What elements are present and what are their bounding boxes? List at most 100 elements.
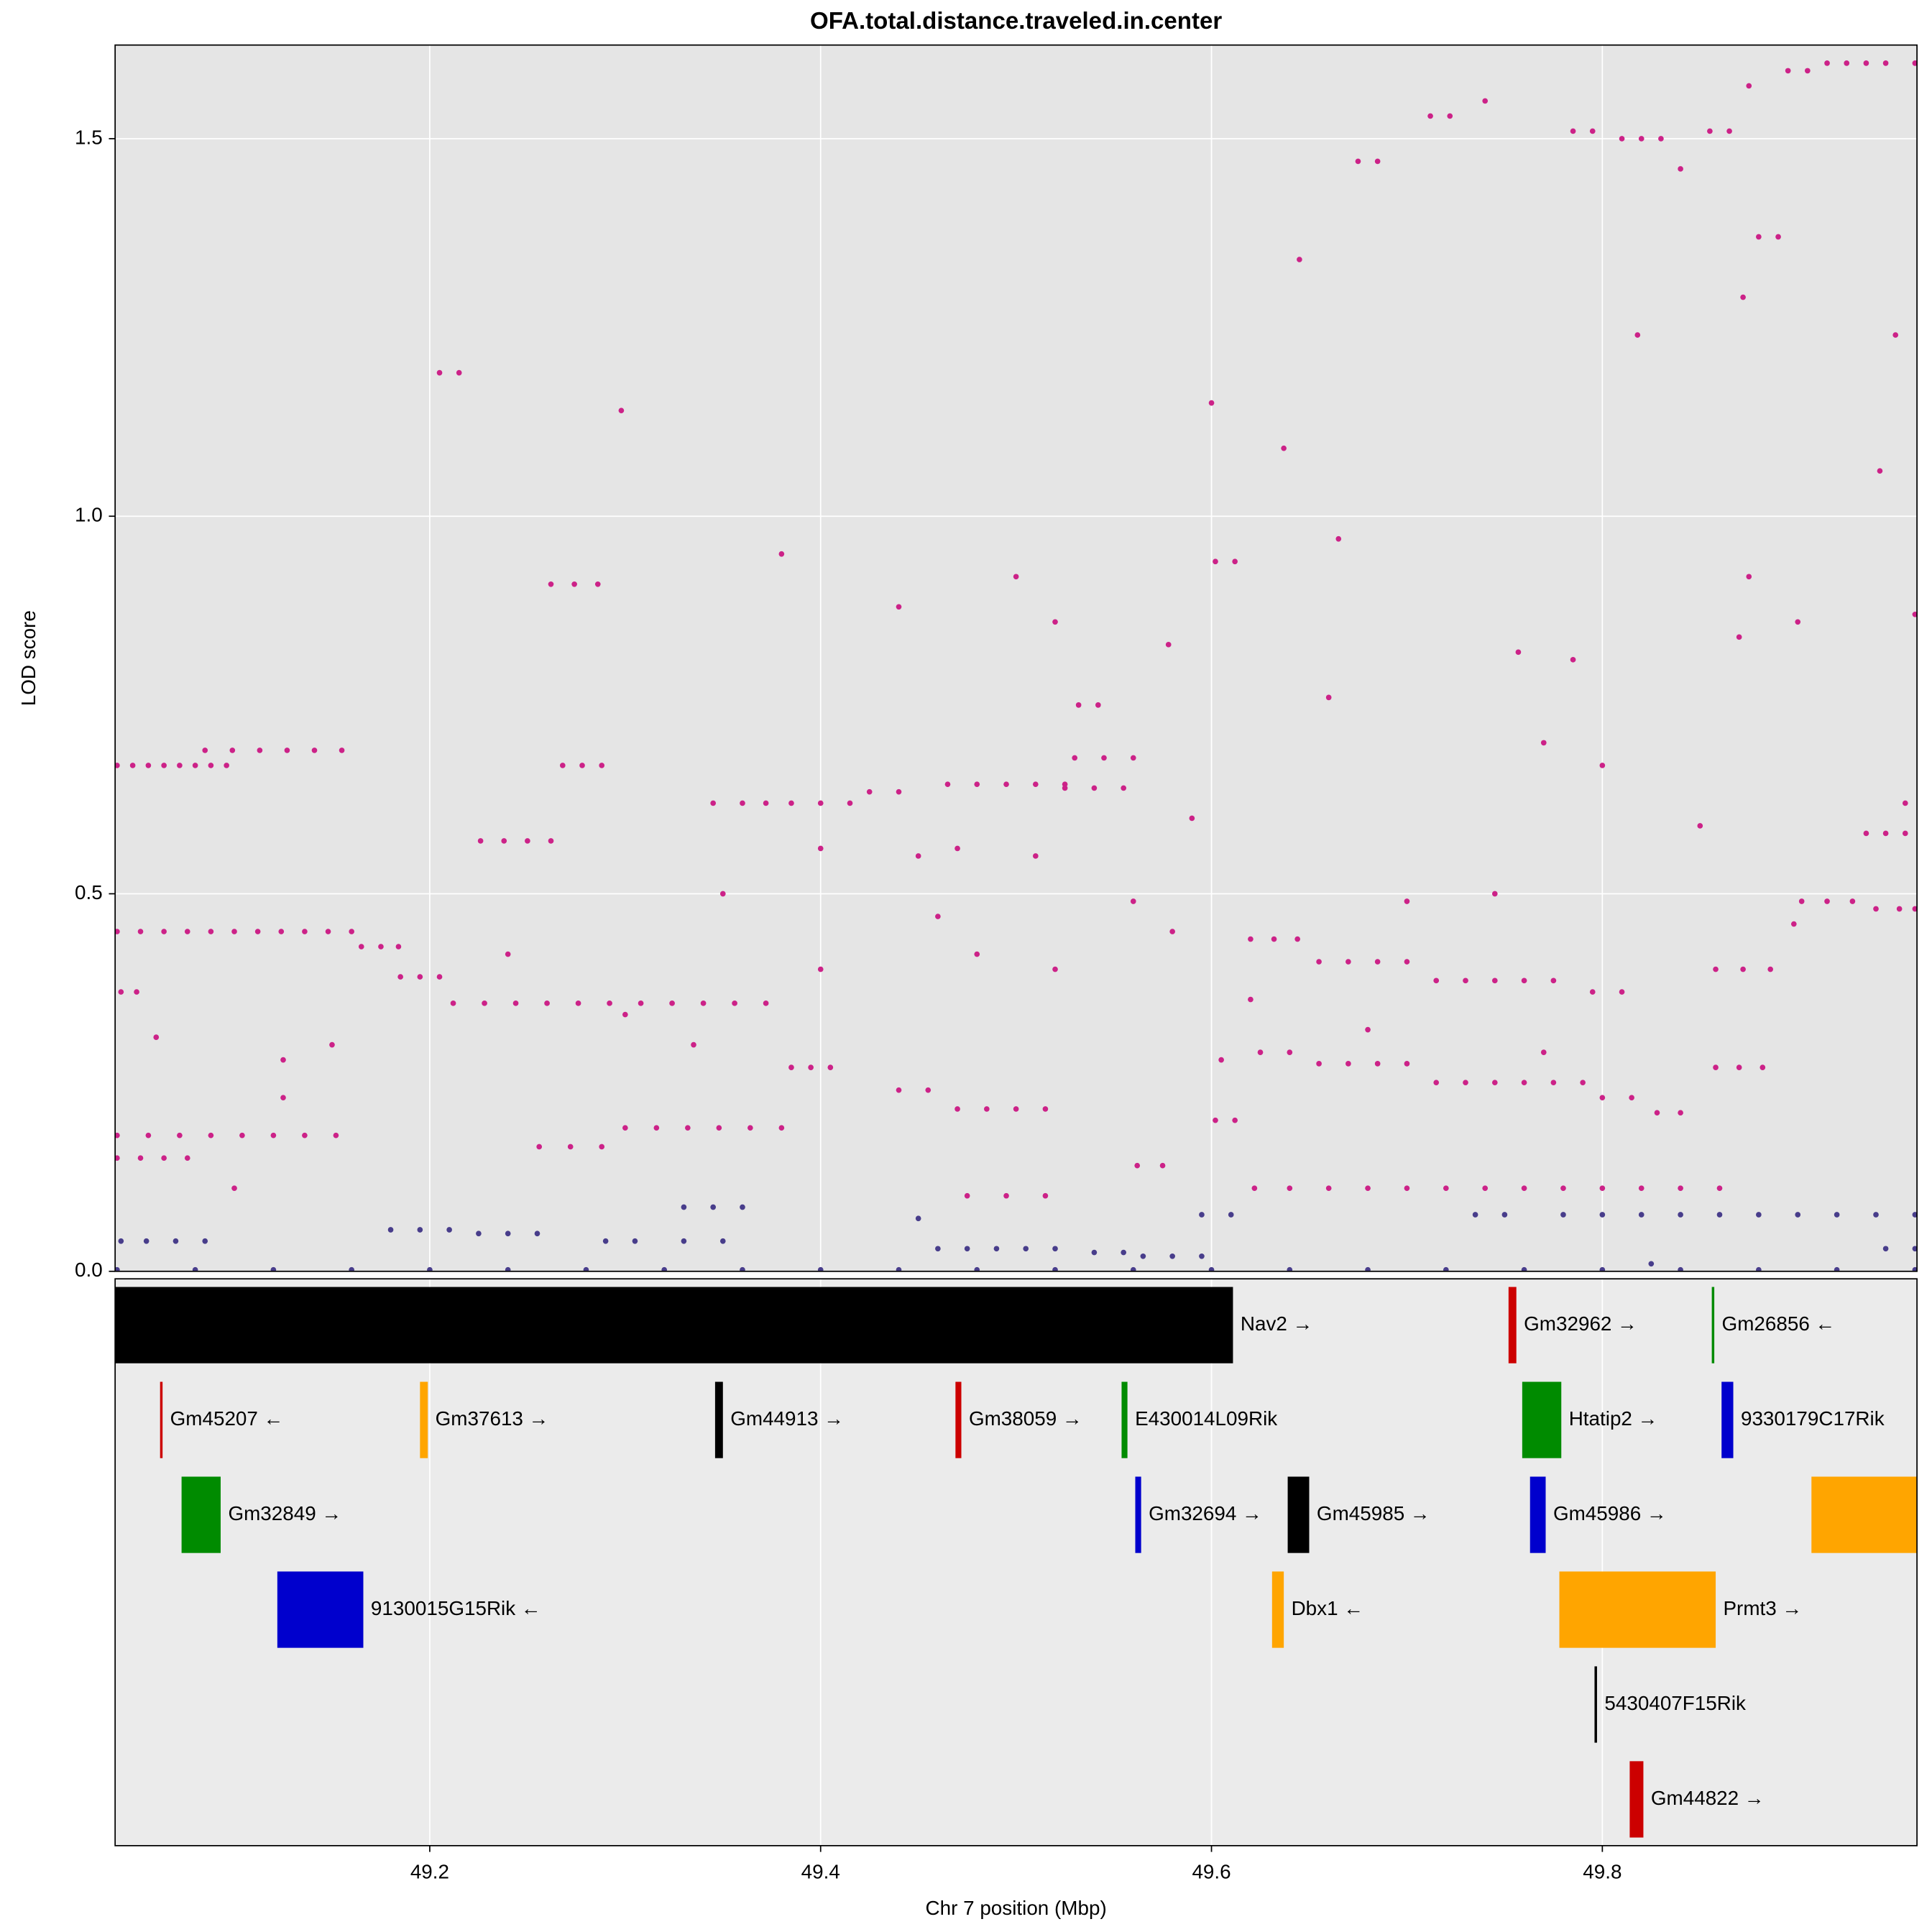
snp-point [1599,1212,1606,1218]
snp-point [1834,1266,1840,1271]
snp-point [477,838,484,844]
snp-point [1199,1253,1205,1259]
snp-point [254,929,261,934]
snp-point [1404,959,1410,965]
gene-label: E430014L09Rik [1135,1407,1277,1430]
snp-point [476,1230,482,1237]
gene-label: 9130015G15Rik ← [371,1597,541,1619]
snp-point [1052,1266,1058,1271]
snp-point [954,845,960,852]
snp-point [571,581,577,587]
snp-point [866,788,873,795]
snp-point [944,781,951,788]
snp-point [915,1215,921,1222]
snp-point [1713,966,1719,972]
snp-point [436,974,443,980]
gene-frame [114,1278,1918,1846]
snp-point [1716,1212,1723,1218]
snp-point [1638,1185,1644,1192]
snp-point [115,1155,120,1162]
snp-point [1599,763,1606,768]
snp-point [1912,611,1918,617]
snp-point [1521,1080,1527,1085]
y-tick-label: 1.5 [75,126,103,148]
snp-point [925,1087,932,1093]
snp-point [1463,1080,1468,1085]
snp-point [1062,781,1068,788]
snp-point [1404,898,1410,904]
snp-point [732,1000,737,1006]
snp-point [177,1132,183,1138]
snp-point [1482,98,1489,104]
gene-label: Gm44822 → [1651,1787,1765,1809]
snp-point [229,748,236,753]
snp-point [1121,785,1127,791]
snp-point [1550,978,1557,984]
snp-point [137,1155,144,1162]
gene [1721,1381,1734,1458]
snp-point [231,929,237,934]
lod-panel [115,45,1918,1271]
snp-point [748,1125,753,1131]
points [115,60,1918,1271]
gene-label: 9330179C17Rik [1741,1407,1885,1430]
snp-point [1849,898,1856,904]
snp-point [1032,853,1039,859]
snp-point [280,1057,286,1063]
snp-point [1589,128,1596,134]
snp-point [778,551,785,557]
snp-point [1427,113,1433,119]
snp-point [1760,1064,1766,1070]
snp-point [1805,68,1811,74]
snp-point [1629,1095,1634,1100]
snp-point [618,408,625,413]
snp-point [1844,60,1850,66]
snp-point [397,974,403,980]
gene [1594,1666,1597,1743]
snp-point [1032,781,1039,788]
snp-point [1443,1185,1449,1192]
snp-point [1023,1246,1029,1252]
snp-point [436,369,443,376]
snp-point [1756,1212,1762,1218]
snp-point [387,1227,394,1233]
lod-frame [114,44,1918,1272]
snp-point [681,1204,687,1210]
snp-point [1213,1117,1218,1123]
snp-point [1491,978,1498,984]
snp-point [115,1266,120,1271]
snp-point [685,1125,691,1131]
snp-point [145,763,152,768]
gene-label: Gm45207 ← [170,1407,284,1430]
snp-point [358,944,364,949]
snp-point [1491,891,1498,897]
snp-point [446,1227,452,1233]
gene [160,1381,163,1458]
snp-point [1678,1212,1683,1218]
gene-label: Prmt3 → [1723,1597,1802,1619]
snp-point [719,891,726,897]
gene-label: Dbx1 ← [1292,1597,1364,1619]
labels: 0.0 0.5 1.0 1.5 49.2 49.4 49.6 49.8 [75,126,1622,1882]
snp-point [161,1155,167,1162]
snp-point [1062,785,1068,791]
snp-point [1404,1185,1410,1192]
snp-point [1619,136,1625,142]
snp-point [1042,1192,1049,1199]
snp-point [1912,1266,1918,1271]
snp-point [1346,1061,1351,1067]
gene [1530,1476,1546,1553]
snp-point [231,1185,237,1192]
x-tick-label: 49.8 [1583,1861,1622,1883]
snp-point [505,1266,511,1271]
snp-point [935,914,941,919]
snp-point [1365,1266,1371,1271]
snp-point [1746,83,1752,89]
snp-point [280,1095,286,1100]
snp-point [599,1144,605,1150]
snp-point [1638,136,1644,142]
snp-point [817,1266,824,1271]
snp-point [1599,1095,1606,1100]
snp-point [1433,1080,1440,1085]
snp-point [1560,1212,1566,1218]
